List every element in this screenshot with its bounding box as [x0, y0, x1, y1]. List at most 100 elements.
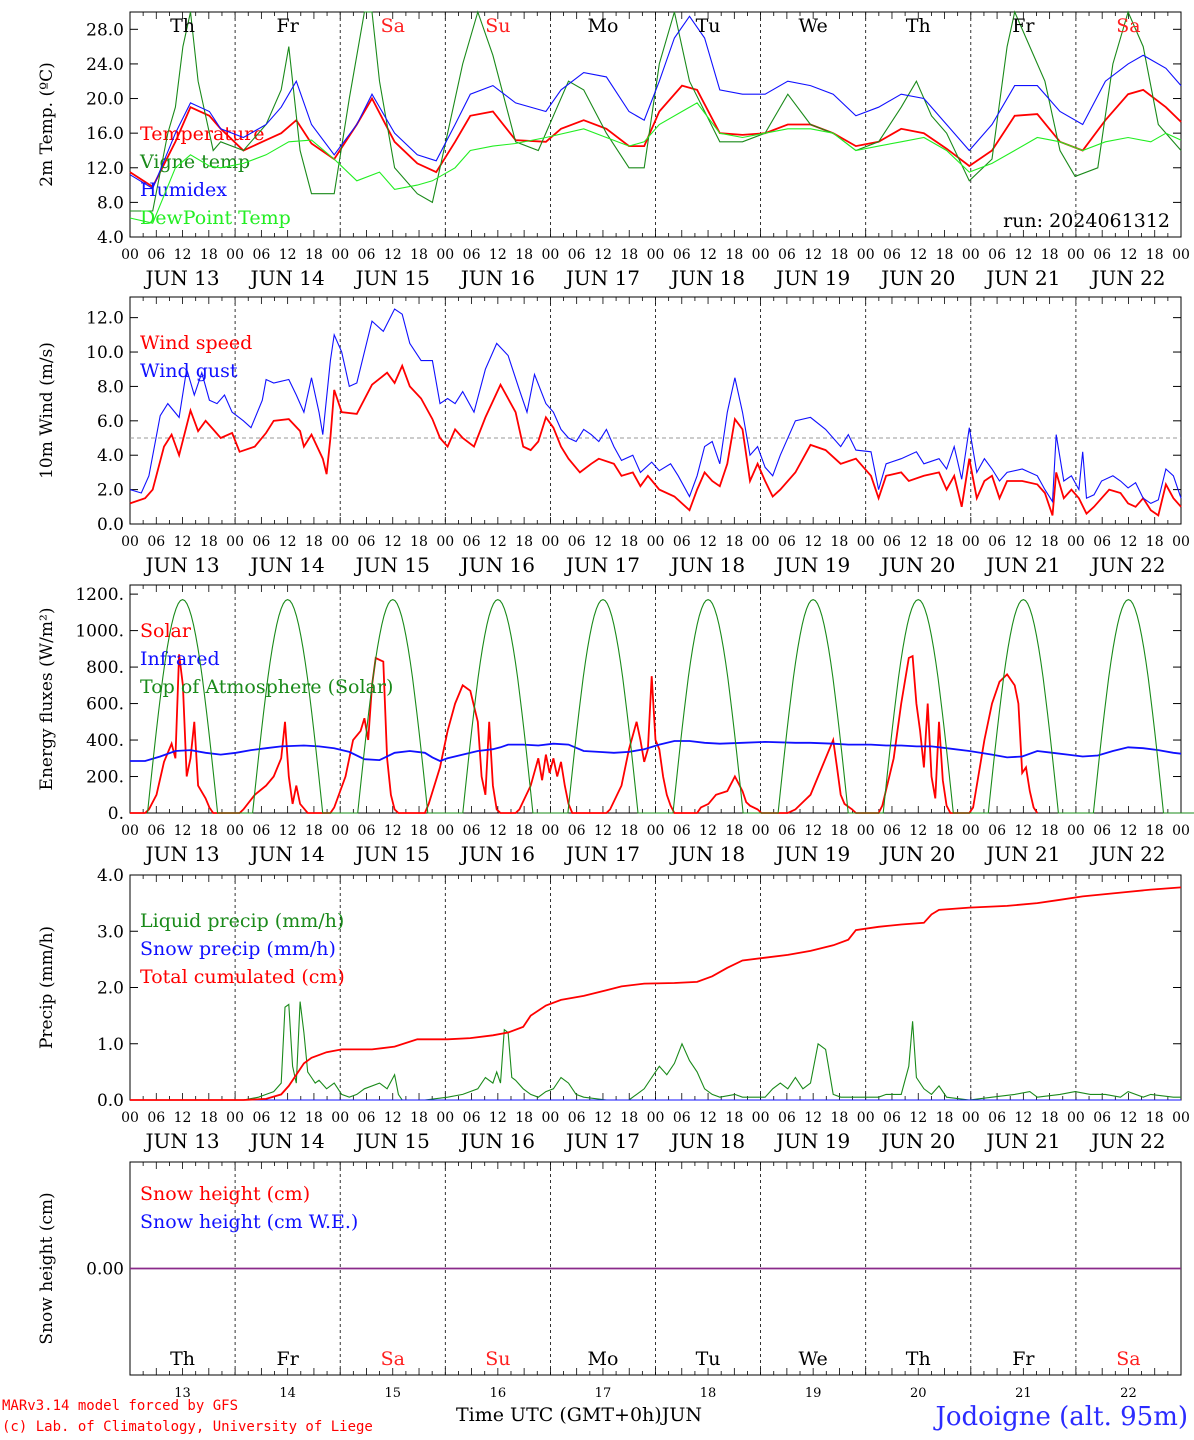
hour-tick-label: 00 — [121, 247, 139, 263]
day-number-label: 13 — [174, 1386, 191, 1400]
hour-tick-label: 06 — [778, 534, 796, 550]
hour-tick-label: 06 — [568, 1110, 586, 1126]
hour-tick-label: 12 — [384, 823, 402, 839]
hour-tick-label: 06 — [463, 823, 481, 839]
y-tick-label: 8.0 — [97, 193, 124, 213]
series-line — [129, 84, 1182, 189]
y-axis-label: Energy fluxes (W/m²) — [37, 608, 57, 791]
hour-tick-label: 00 — [121, 1110, 139, 1126]
y-tick-label: 16.0 — [86, 124, 124, 144]
y-tick-label: 3.0 — [97, 922, 124, 942]
hour-tick-label: 00 — [331, 247, 349, 263]
date-label: JUN 19 — [774, 842, 850, 866]
hour-tick-label: 00 — [121, 823, 139, 839]
date-label: JUN 15 — [354, 1129, 430, 1153]
hour-tick-label: 12 — [384, 1110, 402, 1126]
hour-tick-label: 18 — [725, 823, 743, 839]
hour-tick-label: 12 — [594, 1110, 612, 1126]
hour-tick-label: 06 — [778, 1110, 796, 1126]
hour-tick-label: 06 — [568, 534, 586, 550]
series-line — [129, 308, 1182, 505]
weekday-label: Sa — [1116, 15, 1140, 37]
y-tick-label: 28.0 — [86, 20, 124, 40]
hour-tick-label: 00 — [541, 823, 559, 839]
hour-tick-label: 00 — [436, 823, 454, 839]
hour-tick-label: 06 — [1093, 823, 1111, 839]
copyright-credit: (c) Lab. of Climatology, University of L… — [2, 1419, 373, 1435]
y-tick-label: 4.0 — [97, 228, 124, 248]
hour-tick-label: 12 — [1120, 1110, 1138, 1126]
y-tick-label: 0.0 — [97, 515, 124, 535]
hour-tick-label: 12 — [279, 1110, 297, 1126]
date-label: JUN 13 — [143, 842, 219, 866]
hour-tick-label: 18 — [200, 534, 218, 550]
hour-tick-label: 12 — [489, 247, 507, 263]
hour-tick-label: 06 — [358, 823, 376, 839]
date-label: JUN 18 — [669, 842, 745, 866]
hour-tick-label: 00 — [962, 534, 980, 550]
series-line — [130, 10, 1182, 212]
date-label: JUN 19 — [774, 266, 850, 290]
hour-tick-label: 00 — [857, 823, 875, 839]
hour-tick-label: 00 — [226, 823, 244, 839]
legend-entry: Vigne temp — [139, 151, 250, 173]
date-label: JUN 17 — [564, 266, 640, 290]
date-label: JUN 16 — [459, 266, 535, 290]
hour-tick-label: 00 — [1067, 1110, 1085, 1126]
hour-tick-label: 06 — [147, 823, 165, 839]
date-label: JUN 21 — [984, 1129, 1060, 1153]
hour-tick-label: 18 — [200, 1110, 218, 1126]
hour-tick-label: 12 — [1120, 534, 1138, 550]
hour-tick-label: 06 — [988, 1110, 1006, 1126]
hour-tick-label: 06 — [463, 1110, 481, 1126]
date-label: JUN 19 — [774, 1129, 850, 1153]
hour-tick-label: 12 — [699, 247, 717, 263]
hour-tick-label: 12 — [804, 534, 822, 550]
hour-tick-label: 06 — [883, 534, 901, 550]
hour-tick-label: 00 — [331, 823, 349, 839]
weekday-label: Th — [170, 1348, 195, 1370]
legend-entry: Temperature — [140, 123, 264, 145]
date-label: JUN 16 — [459, 553, 535, 577]
hour-tick-label: 12 — [594, 534, 612, 550]
series-line — [130, 654, 1039, 814]
hour-tick-label: 06 — [673, 1110, 691, 1126]
hour-tick-label: 18 — [936, 823, 954, 839]
hour-tick-label: 00 — [962, 823, 980, 839]
hour-tick-label: 12 — [1120, 247, 1138, 263]
hour-tick-label: 18 — [200, 247, 218, 263]
weekday-label: Fr — [277, 15, 300, 37]
day-number-label: 15 — [384, 1386, 401, 1400]
hour-tick-label: 18 — [305, 534, 323, 550]
y-tick-label: 0. — [108, 804, 124, 824]
weekday-label: Sa — [381, 15, 405, 37]
date-label: JUN 21 — [984, 266, 1060, 290]
hour-tick-label: 18 — [620, 1110, 638, 1126]
date-label: JUN 17 — [564, 1129, 640, 1153]
hour-tick-label: 00 — [647, 823, 665, 839]
hour-tick-label: 00 — [331, 534, 349, 550]
hour-tick-label: 18 — [620, 247, 638, 263]
hour-tick-label: 00 — [857, 534, 875, 550]
hour-tick-label: 06 — [147, 1110, 165, 1126]
y-tick-label: 4.0 — [97, 446, 124, 466]
weekday-label: Th — [170, 15, 195, 37]
hour-tick-label: 00 — [226, 534, 244, 550]
date-label: JUN 17 — [564, 553, 640, 577]
hour-tick-label: 12 — [1014, 534, 1032, 550]
hour-tick-label: 12 — [909, 1110, 927, 1126]
legend-entry: Infrared — [140, 648, 220, 670]
hour-tick-label: 12 — [909, 823, 927, 839]
hour-tick-label: 06 — [1093, 247, 1111, 263]
legend-entry: Wind gust — [140, 360, 238, 382]
date-label: JUN 14 — [249, 842, 325, 866]
hour-tick-label: 12 — [1120, 823, 1138, 839]
legend-entry: Solar — [140, 620, 192, 642]
time-axis-label: Time UTC (GMT+0h)JUN — [456, 1404, 702, 1426]
hour-tick-label: 06 — [358, 1110, 376, 1126]
hour-tick-label: 06 — [778, 247, 796, 263]
hour-tick-label: 06 — [883, 1110, 901, 1126]
hour-tick-label: 18 — [831, 1110, 849, 1126]
hour-tick-label: 06 — [778, 823, 796, 839]
hour-tick-label: 18 — [1041, 247, 1059, 263]
